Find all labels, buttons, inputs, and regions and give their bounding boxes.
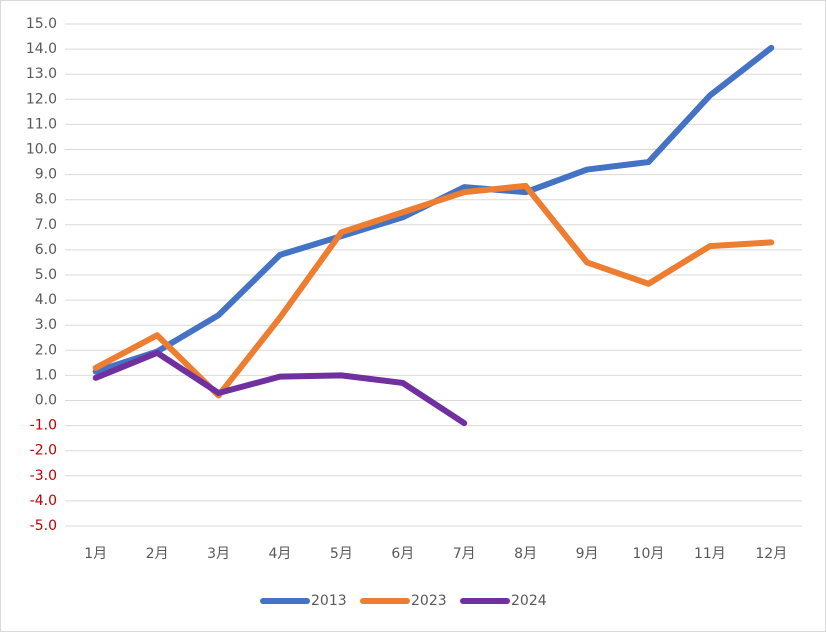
x-tick-label: 3月 xyxy=(207,546,230,562)
y-tick-label: 0.0 xyxy=(35,393,57,409)
x-tick-label: 9月 xyxy=(576,546,599,562)
y-tick-label: -3.0 xyxy=(30,468,57,484)
y-tick-label: 6.0 xyxy=(35,242,57,258)
y-tick-label: 7.0 xyxy=(35,217,57,233)
x-tick-label: 8月 xyxy=(514,546,537,562)
x-tick-label: 11月 xyxy=(694,546,726,562)
y-tick-label: 10.0 xyxy=(26,142,57,158)
y-tick-label: -5.0 xyxy=(30,518,57,534)
y-tick-label: -2.0 xyxy=(30,443,57,459)
x-tick-label: 7月 xyxy=(453,546,476,562)
y-tick-label: 2.0 xyxy=(35,342,57,358)
x-tick-label: 4月 xyxy=(268,546,291,562)
y-tick-label: 14.0 xyxy=(26,41,57,57)
y-tick-label: 8.0 xyxy=(35,192,57,208)
x-tick-label: 12月 xyxy=(755,546,787,562)
y-tick-label: 12.0 xyxy=(26,91,57,107)
x-tick-label: 10月 xyxy=(633,546,665,562)
legend-label: 2024 xyxy=(511,593,547,609)
y-tick-label: 1.0 xyxy=(35,367,57,383)
y-tick-label: -1.0 xyxy=(30,418,57,434)
legend-label: 2023 xyxy=(411,593,447,609)
y-tick-label: 3.0 xyxy=(35,317,57,333)
y-tick-label: 5.0 xyxy=(35,267,57,283)
y-tick-label: -4.0 xyxy=(30,493,57,509)
y-tick-label: 4.0 xyxy=(35,292,57,308)
y-tick-label: 9.0 xyxy=(35,167,57,183)
x-tick-label: 6月 xyxy=(391,546,414,562)
x-tick-label: 1月 xyxy=(84,546,107,562)
y-tick-label: 11.0 xyxy=(26,116,57,132)
x-tick-label: 5月 xyxy=(330,546,353,562)
line-series xyxy=(92,349,468,427)
y-tick-label: 13.0 xyxy=(26,66,57,82)
y-tick-label: 15.0 xyxy=(26,16,57,32)
legend-label: 2013 xyxy=(311,593,347,609)
x-tick-label: 2月 xyxy=(146,546,169,562)
